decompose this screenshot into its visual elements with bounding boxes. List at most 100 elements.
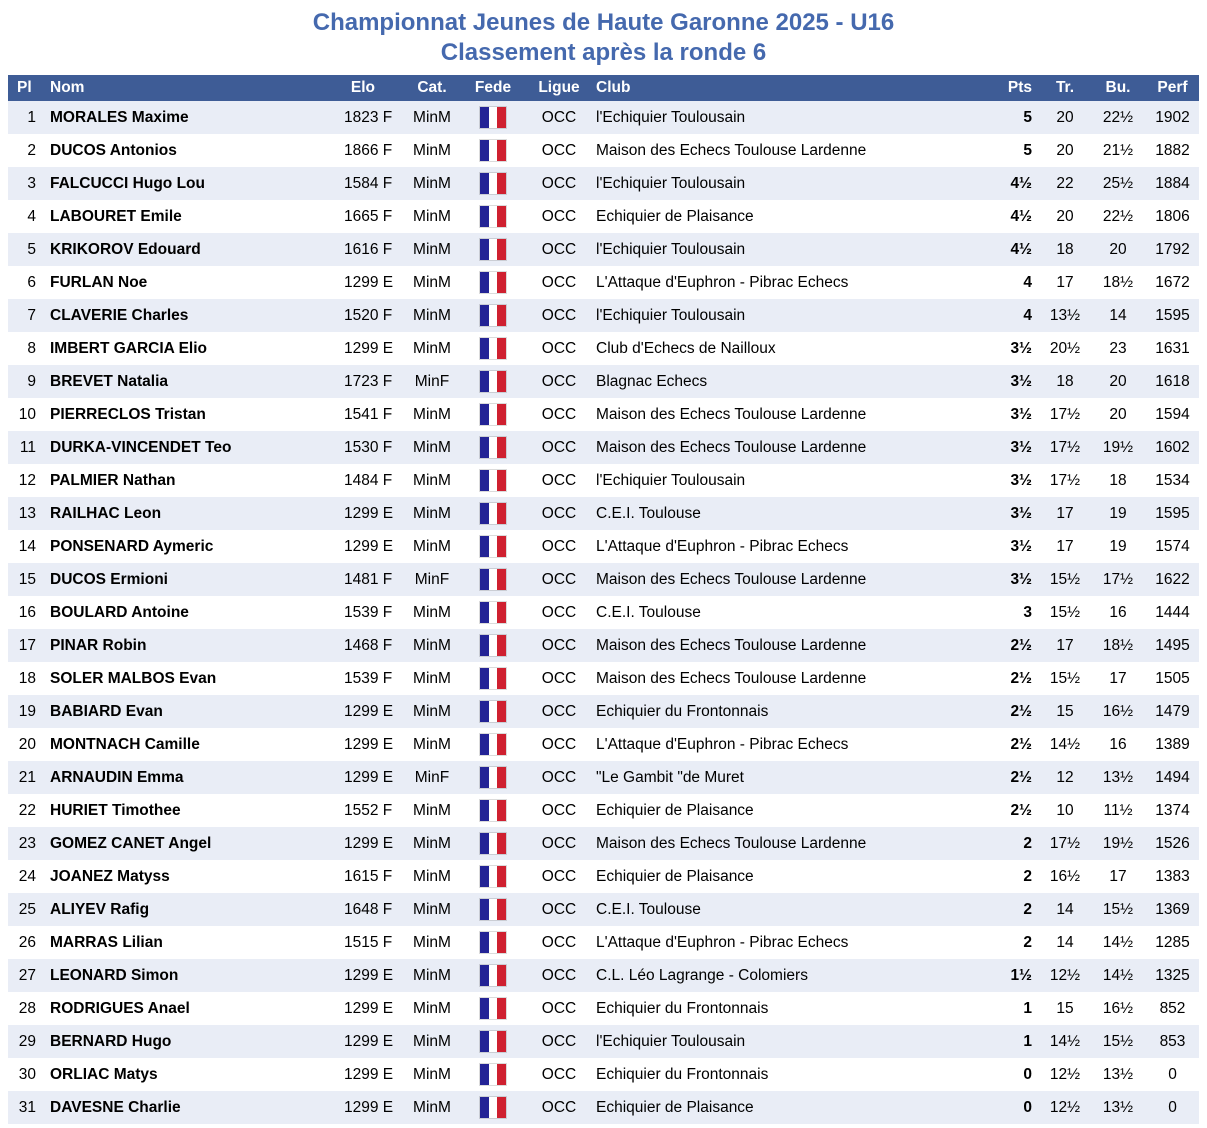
france-flag-icon bbox=[480, 305, 506, 326]
france-flag-icon bbox=[480, 932, 506, 953]
cell-elo: 1468 F bbox=[344, 636, 393, 654]
cell-elo: 1552 F bbox=[344, 801, 393, 819]
cell-club: l'Echiquier Toulousain bbox=[596, 1032, 746, 1050]
cell-tiebreak-bu: 11½ bbox=[1103, 801, 1133, 819]
france-flag-icon bbox=[480, 602, 506, 623]
cell-club: L'Attaque d'Euphron - Pibrac Echecs bbox=[596, 735, 849, 753]
cell-league: OCC bbox=[541, 702, 577, 720]
cell-category: MinM bbox=[413, 207, 451, 225]
cell-player-name: JOANEZ Matyss bbox=[50, 867, 170, 885]
cell-federation bbox=[462, 794, 524, 827]
cell-performance: 1631 bbox=[1155, 339, 1190, 357]
france-flag-icon bbox=[480, 470, 506, 491]
cell-performance: 1444 bbox=[1155, 603, 1190, 621]
cell-place: 31 bbox=[18, 1098, 36, 1116]
cell-club: Maison des Echecs Toulouse Lardenne bbox=[596, 669, 867, 687]
cell-club: Echiquier de Plaisance bbox=[596, 207, 754, 225]
cell-federation bbox=[462, 695, 524, 728]
cell-tiebreak-bu: 18½ bbox=[1102, 636, 1134, 654]
cell-player-name: BOULARD Antoine bbox=[50, 603, 189, 621]
standings-table: Pl Nom Elo Cat. Fede Ligue Club Pts Tr. … bbox=[8, 75, 1199, 1124]
cell-elo: 1484 F bbox=[344, 471, 393, 489]
cell-tiebreak-bu: 19 bbox=[1109, 504, 1127, 522]
cell-elo: 1299 E bbox=[344, 768, 394, 786]
cell-tiebreak-bu: 25½ bbox=[1102, 174, 1134, 192]
france-flag-icon bbox=[480, 371, 506, 392]
cell-tiebreak-tr: 18 bbox=[1056, 240, 1074, 258]
cell-category: MinM bbox=[413, 471, 451, 489]
cell-league: OCC bbox=[541, 570, 577, 588]
cell-points: 0 bbox=[1023, 1098, 1032, 1116]
cell-place: 12 bbox=[18, 471, 36, 489]
cell-elo: 1515 F bbox=[344, 933, 393, 951]
header-place: Pl bbox=[8, 75, 44, 101]
cell-category: MinM bbox=[413, 405, 451, 423]
table-row: 3 FALCUCCI Hugo Lou 1584 F MinM OCC l'Ec… bbox=[8, 167, 1199, 200]
cell-federation bbox=[462, 629, 524, 662]
cell-player-name: BERNARD Hugo bbox=[50, 1032, 172, 1050]
cell-points: 3½ bbox=[1010, 405, 1032, 423]
cell-performance: 1882 bbox=[1155, 141, 1190, 159]
cell-tiebreak-bu: 20 bbox=[1109, 372, 1127, 390]
cell-league: OCC bbox=[541, 504, 577, 522]
cell-category: MinM bbox=[413, 669, 451, 687]
cell-tiebreak-tr: 14 bbox=[1056, 933, 1074, 951]
cell-performance: 1374 bbox=[1155, 801, 1190, 819]
cell-league: OCC bbox=[541, 735, 577, 753]
header-league: Ligue bbox=[524, 75, 594, 101]
cell-category: MinM bbox=[413, 636, 451, 654]
cell-tiebreak-bu: 15½ bbox=[1102, 1032, 1134, 1050]
cell-place: 26 bbox=[18, 933, 36, 951]
cell-federation bbox=[462, 1025, 524, 1058]
table-row: 14 PONSENARD Aymeric 1299 E MinM OCC L'A… bbox=[8, 530, 1199, 563]
cell-points: 3½ bbox=[1010, 471, 1032, 489]
table-row: 24 JOANEZ Matyss 1615 F MinM OCC Echiqui… bbox=[8, 860, 1199, 893]
cell-performance: 1495 bbox=[1155, 636, 1190, 654]
cell-points: 4 bbox=[1023, 273, 1032, 291]
cell-category: MinM bbox=[413, 1032, 451, 1050]
table-row: 2 DUCOS Antonios 1866 F MinM OCC Maison … bbox=[8, 134, 1199, 167]
cell-place: 9 bbox=[27, 372, 36, 390]
cell-points: 1 bbox=[1023, 999, 1032, 1017]
table-row: 21 ARNAUDIN Emma 1299 E MinF OCC "Le Gam… bbox=[8, 761, 1199, 794]
cell-points: 4½ bbox=[1010, 207, 1032, 225]
cell-category: MinM bbox=[413, 900, 451, 918]
cell-category: MinM bbox=[413, 438, 451, 456]
table-row: 1 MORALES Maxime 1823 F MinM OCC l'Echiq… bbox=[8, 101, 1199, 134]
cell-place: 3 bbox=[27, 174, 36, 192]
cell-league: OCC bbox=[541, 1098, 577, 1116]
cell-club: Maison des Echecs Toulouse Lardenne bbox=[596, 405, 867, 423]
cell-tiebreak-bu: 16½ bbox=[1102, 999, 1134, 1017]
cell-category: MinF bbox=[414, 768, 450, 786]
cell-tiebreak-tr: 15½ bbox=[1049, 603, 1081, 621]
cell-elo: 1299 E bbox=[344, 735, 394, 753]
cell-points: 4 bbox=[1023, 306, 1032, 324]
header-tiebreak-bu: Bu. bbox=[1090, 75, 1146, 101]
france-flag-icon bbox=[480, 173, 506, 194]
title-line-2: Classement après la ronde 6 bbox=[440, 39, 767, 66]
france-flag-icon bbox=[480, 272, 506, 293]
cell-federation bbox=[462, 959, 524, 992]
cell-place: 1 bbox=[27, 108, 36, 126]
cell-tiebreak-tr: 14½ bbox=[1049, 735, 1081, 753]
table-row: 27 LEONARD Simon 1299 E MinM OCC C.L. Lé… bbox=[8, 959, 1199, 992]
cell-club: Club d'Echecs de Nailloux bbox=[596, 339, 776, 357]
cell-performance: 1534 bbox=[1155, 471, 1190, 489]
cell-place: 7 bbox=[27, 306, 36, 324]
cell-points: 2½ bbox=[1010, 669, 1032, 687]
cell-league: OCC bbox=[541, 669, 577, 687]
cell-club: C.E.I. Toulouse bbox=[596, 603, 701, 621]
cell-tiebreak-bu: 19½ bbox=[1102, 438, 1134, 456]
cell-points: 2 bbox=[1023, 900, 1032, 918]
cell-category: MinM bbox=[413, 735, 451, 753]
cell-federation bbox=[462, 233, 524, 266]
cell-elo: 1299 E bbox=[344, 339, 394, 357]
cell-place: 17 bbox=[18, 636, 36, 654]
cell-place: 27 bbox=[18, 966, 36, 984]
table-row: 30 ORLIAC Matys 1299 E MinM OCC Echiquie… bbox=[8, 1058, 1199, 1091]
cell-club: C.E.I. Toulouse bbox=[596, 504, 701, 522]
cell-elo: 1299 E bbox=[344, 834, 394, 852]
cell-performance: 1792 bbox=[1155, 240, 1190, 258]
header-name: Nom bbox=[44, 75, 344, 101]
cell-league: OCC bbox=[541, 1065, 577, 1083]
